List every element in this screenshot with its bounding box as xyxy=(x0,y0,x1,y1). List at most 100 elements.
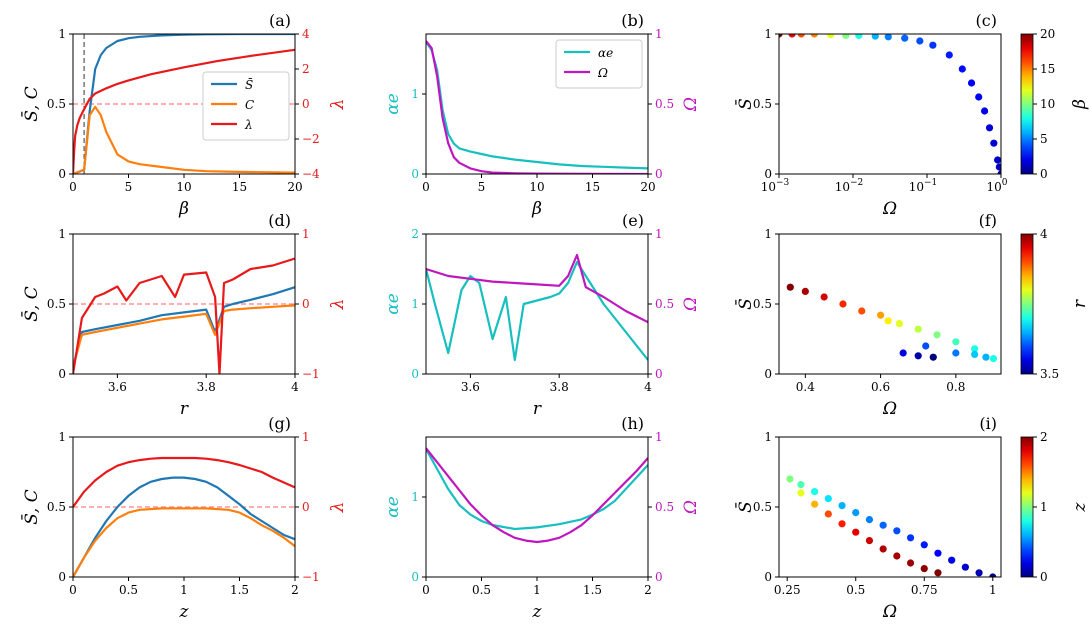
scatter-point-i xyxy=(893,527,901,535)
scatter-point-c xyxy=(788,34,796,38)
y-axis-label-c: S̄ xyxy=(734,98,756,110)
scatter-point-c xyxy=(871,34,879,40)
x-tick-label-f: 0.8 xyxy=(946,380,965,394)
scatter-point-f xyxy=(982,353,990,361)
colorbar-label-c: β xyxy=(1070,99,1090,110)
x-tick-label-d: 3.6 xyxy=(108,380,127,394)
x-tick-label-h: 1 xyxy=(533,583,541,597)
y-tick-label-i: 0 xyxy=(764,570,772,584)
legend-entry-a-1: C xyxy=(245,98,254,112)
scatter-point-i xyxy=(906,559,915,567)
y-tick-label-d: 1 xyxy=(58,227,66,241)
scatter-point-c xyxy=(901,34,909,42)
x-tick-label-c: 10−2 xyxy=(835,178,864,194)
chart-panel-i: 0.25 0.5 0.75 1 0 0.5 1 S̄ Ω (i) 0 1 2 z xyxy=(734,414,1090,622)
y-tick-label-e: 2 xyxy=(411,227,419,241)
scatter-point-i xyxy=(838,520,846,528)
x-axis-label-d: r xyxy=(180,399,189,419)
series-line-g-1 xyxy=(73,507,295,577)
y-right-tick-label-e: 1 xyxy=(655,227,663,241)
scatter-point-f xyxy=(922,342,930,350)
scatter-point-f xyxy=(820,293,828,301)
scatter-point-i xyxy=(838,502,846,510)
y-right-axis-label-d: λ xyxy=(328,299,348,311)
x-tick-label-e: 4 xyxy=(644,380,652,394)
x-tick-label-h: 2 xyxy=(644,583,652,597)
colorbar-label-f: r xyxy=(1070,299,1090,308)
scatter-point-i xyxy=(852,528,860,536)
x-tick-label-b: 5 xyxy=(478,180,486,194)
panel-letter-a: (a) xyxy=(269,11,291,30)
colorbar-i xyxy=(1020,436,1034,578)
y-right-tick-label-g: −1 xyxy=(302,570,320,584)
scatter-point-i xyxy=(975,569,983,577)
series-line-d-0 xyxy=(73,286,295,368)
x-tick-exponent: −3 xyxy=(776,178,790,188)
x-tick-label-b: 0 xyxy=(422,180,430,194)
scatter-point-f xyxy=(971,350,979,358)
y-tick-label-e: 1 xyxy=(411,297,419,311)
x-axis-label-i: Ω xyxy=(882,602,897,622)
x-tick-exponent: 0 xyxy=(1002,178,1008,188)
y-axis-label-f: S̄ xyxy=(734,298,756,310)
colorbar-label-i: z xyxy=(1070,501,1090,512)
plot-area-c xyxy=(779,34,1001,174)
scatter-point-c xyxy=(985,124,994,132)
plot-area-e xyxy=(426,253,648,362)
scatter-point-i xyxy=(797,489,805,497)
x-tick-label-d: 4 xyxy=(291,380,299,394)
x-tick-label-a: 5 xyxy=(125,180,133,194)
colorbar-tick-label-c: 20 xyxy=(1040,27,1055,41)
plot-area-d xyxy=(73,257,295,374)
panel-letter-g: (g) xyxy=(268,414,291,433)
legend-b: αe Ω xyxy=(555,39,643,89)
scatter-point-f xyxy=(933,331,941,339)
y-tick-label-a: 0.5 xyxy=(47,97,66,111)
y-right-tick-label-e: 0 xyxy=(655,367,663,381)
series-line-g-0 xyxy=(73,476,295,577)
y-right-tick-label-b: 0.5 xyxy=(655,97,674,111)
x-tick-label-a: 15 xyxy=(232,180,247,194)
scatter-point-f xyxy=(952,338,960,346)
x-tick-label-a: 0 xyxy=(69,180,77,194)
colorbar-tick-label-c: 5 xyxy=(1040,132,1048,146)
panel-letter-h: (h) xyxy=(621,414,644,433)
x-tick-label-b: 15 xyxy=(585,180,600,194)
x-tick-label-g: 0 xyxy=(69,583,77,597)
x-tick-label-b: 20 xyxy=(640,180,655,194)
y-right-tick-label-d: −1 xyxy=(302,367,320,381)
y-right-tick-label-a: 2 xyxy=(302,62,310,76)
scatter-point-f xyxy=(914,325,922,333)
y-tick-label-d: 0.5 xyxy=(47,297,66,311)
scatter-point-f xyxy=(989,355,998,363)
y-tick-label-c: 0.5 xyxy=(753,97,772,111)
x-tick-label-e: 3.8 xyxy=(550,380,569,394)
y-right-tick-label-g: 1 xyxy=(302,430,310,444)
panel-letter-i: (i) xyxy=(979,414,997,433)
x-tick-exponent: −2 xyxy=(850,178,863,188)
scatter-point-i xyxy=(879,545,887,553)
y-tick-label-i: 0.5 xyxy=(753,500,772,514)
y-tick-label-c: 1 xyxy=(764,27,772,41)
colorbar-tick-label-i: 2 xyxy=(1040,430,1048,444)
x-tick-label-a: 20 xyxy=(287,180,302,194)
y-right-tick-label-a: 4 xyxy=(302,27,310,41)
y-right-axis-label-a: λ xyxy=(328,99,348,111)
colorbar-tick-label-c: 15 xyxy=(1040,62,1055,76)
y-tick-label-g: 1 xyxy=(58,430,66,444)
y-tick-label-f: 1 xyxy=(764,227,772,241)
series-line-g-2 xyxy=(73,456,295,508)
x-tick-label-i: 0.75 xyxy=(911,583,938,597)
x-tick-label-g: 0.5 xyxy=(119,583,138,597)
scatter-point-f xyxy=(858,307,866,315)
axes-frame-c xyxy=(778,33,1002,175)
panel-letter-b: (b) xyxy=(621,11,644,30)
x-tick-label-a: 10 xyxy=(176,180,191,194)
colorbar-tick-label-c: 10 xyxy=(1040,97,1055,111)
scatter-point-i xyxy=(934,569,942,577)
x-tick-label-g: 1 xyxy=(180,583,188,597)
series-line-h-0 xyxy=(426,448,648,531)
